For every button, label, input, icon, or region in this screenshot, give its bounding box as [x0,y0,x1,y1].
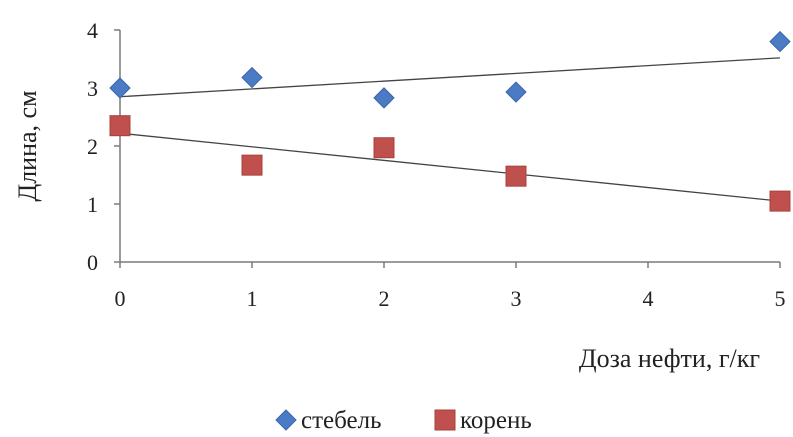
x-tick-label: 3 [511,286,522,311]
legend-diamond-marker [275,409,297,431]
diamond-marker [505,81,527,103]
y-tick-label: 4 [87,18,98,43]
y-tick-label: 3 [87,76,98,101]
y-tick-label: 0 [87,250,98,275]
data-points [109,30,791,212]
trendline-square [119,132,781,202]
legend: стебель корень [275,407,532,434]
legend-label: стебель [301,407,381,434]
legend-label: корень [460,407,532,434]
x-tick-label: 0 [115,286,126,311]
square-marker [505,165,527,187]
x-axis-title: Доза нефти, г/кг [579,344,760,373]
square-marker [241,154,263,176]
x-tick-label: 1 [247,286,258,311]
legend-square-marker [434,409,456,431]
square-marker [373,137,395,159]
diamond-marker [373,87,395,109]
square-marker [769,190,791,212]
diamond-marker [769,30,791,53]
diamond-marker [241,66,263,89]
trendline-diamond [119,57,781,98]
y-tick-label: 1 [87,192,98,217]
x-tick-label: 4 [643,286,654,311]
square-marker [109,115,131,137]
y-axis-title: Длина, см [13,90,42,201]
x-tick-label: 5 [775,286,786,311]
x-tick-label: 2 [379,286,390,311]
trendlines [119,57,781,202]
tick-marks: 0 1 2 3 4 0 1 2 3 4 5 [87,18,786,311]
diamond-marker [109,77,131,99]
axes [119,30,780,263]
y-tick-label: 2 [87,134,98,159]
